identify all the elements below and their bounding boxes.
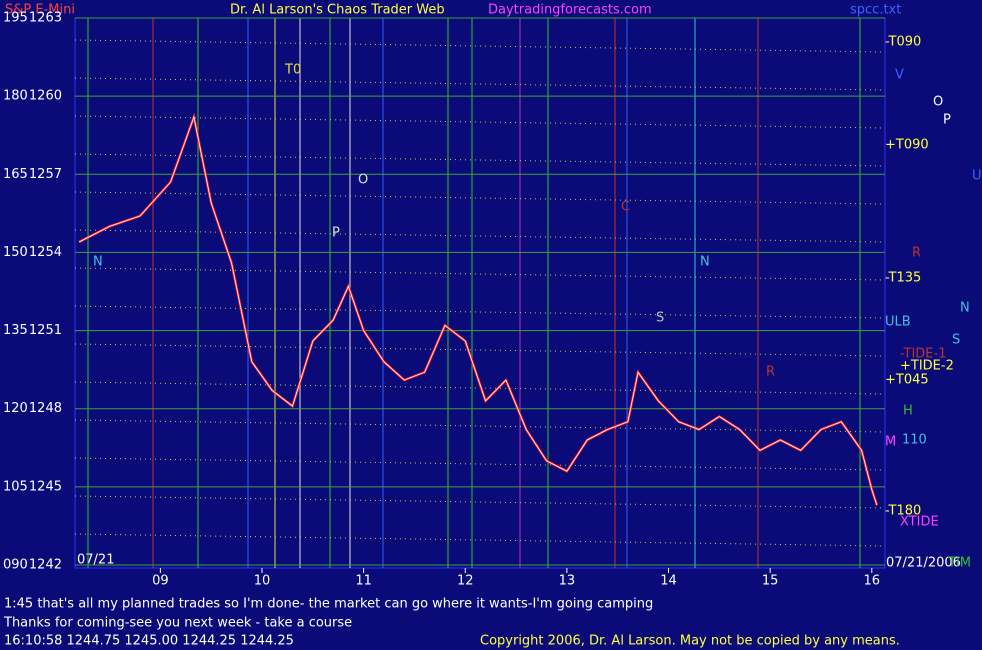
y2-tick-label: 135: [3, 323, 28, 338]
right-label: S: [952, 333, 960, 348]
y2-tick-label: 150: [3, 245, 28, 260]
cycle-band: [74, 419, 886, 433]
right-label: ULB: [885, 315, 911, 330]
cycle-band: [74, 153, 886, 167]
right-label: -T090: [885, 35, 921, 50]
copyright: Copyright 2006, Dr. Al Larson. May not b…: [480, 634, 900, 649]
cycle-band: [74, 305, 886, 319]
y2-tick-label: 090: [3, 558, 28, 573]
right-label: M: [885, 435, 896, 450]
x-tick-label: 11: [355, 574, 372, 589]
y-tick-label: 1242: [29, 558, 62, 573]
y2-tick-label: 105: [3, 479, 28, 494]
right-label: V: [895, 68, 904, 83]
cycle-band: [74, 533, 886, 547]
right-label: +TIDE-2: [900, 359, 954, 374]
chart-annotation: N: [93, 255, 103, 270]
right-label: 110: [902, 433, 927, 448]
y-tick-label: 1263: [29, 11, 62, 26]
y2-tick-label: 165: [3, 167, 28, 182]
cycle-band: [74, 115, 886, 129]
cycle-band: [74, 267, 886, 281]
right-label: H: [903, 404, 913, 419]
right-label: 07/21/2006: [886, 556, 961, 571]
chart-annotation: S: [656, 311, 664, 326]
x-tick-label: 12: [457, 574, 474, 589]
y-tick-label: 1245: [29, 479, 62, 494]
y2-tick-label: 180: [3, 89, 28, 104]
file-name: spcc.txt: [850, 3, 901, 18]
right-label: XTIDE: [900, 515, 939, 530]
y-tick-label: 1251: [29, 323, 62, 338]
chart-annotation: P: [332, 226, 340, 241]
right-label: U: [972, 169, 982, 184]
instrument: S&P E-Mini: [5, 3, 75, 18]
cycle-band: [74, 457, 886, 471]
x-tick-label: 15: [762, 574, 779, 589]
x-tick-label: 10: [254, 574, 271, 589]
right-label: TIM: [947, 556, 971, 571]
y-tick-label: 1254: [29, 245, 62, 260]
chart-annotation: O: [358, 173, 368, 188]
x-tick-label: 14: [660, 574, 677, 589]
cycle-band: [74, 343, 886, 357]
right-label: -T180: [885, 504, 921, 519]
note: Thanks for coming-see you next week - ta…: [3, 616, 352, 631]
y2-tick-label: 120: [3, 401, 28, 416]
chart-annotation: C: [621, 200, 630, 215]
cycle-band: [74, 495, 886, 509]
website: Daytradingforecasts.com: [488, 3, 652, 18]
right-label: +T090: [885, 138, 929, 153]
cycle-band: [74, 77, 886, 91]
right-label: R: [912, 246, 921, 261]
chart-annotation: N: [700, 255, 710, 270]
chart-annotation: R: [766, 365, 775, 380]
y2-tick-label: 195: [3, 11, 28, 26]
right-label: -T135: [885, 271, 921, 286]
right-label: N: [960, 301, 970, 316]
right-label: +T045: [885, 373, 929, 388]
right-label: -TIDE-1: [900, 347, 946, 362]
x-tick-label: 09: [152, 574, 169, 589]
date-label: 07/21: [77, 553, 114, 568]
price-line-highlight: [78, 115, 878, 506]
chart-annotation: T0: [284, 63, 301, 78]
chart-title: Dr. Al Larson's Chaos Trader Web: [230, 3, 445, 18]
y-tick-label: 1260: [29, 89, 62, 104]
cycle-band: [74, 229, 886, 243]
cycle-band: [74, 39, 886, 53]
y-tick-label: 1257: [29, 167, 62, 182]
status: 16:10:58 1244.75 1245.00 1244.25 1244.25: [4, 634, 294, 649]
y-tick-label: 1248: [29, 401, 62, 416]
x-tick-label: 13: [559, 574, 576, 589]
right-label: P: [943, 113, 951, 128]
note: 1:45 that's all my planned trades so I'm…: [4, 597, 653, 612]
x-tick-label: 16: [864, 574, 881, 589]
right-label: O: [933, 95, 943, 110]
